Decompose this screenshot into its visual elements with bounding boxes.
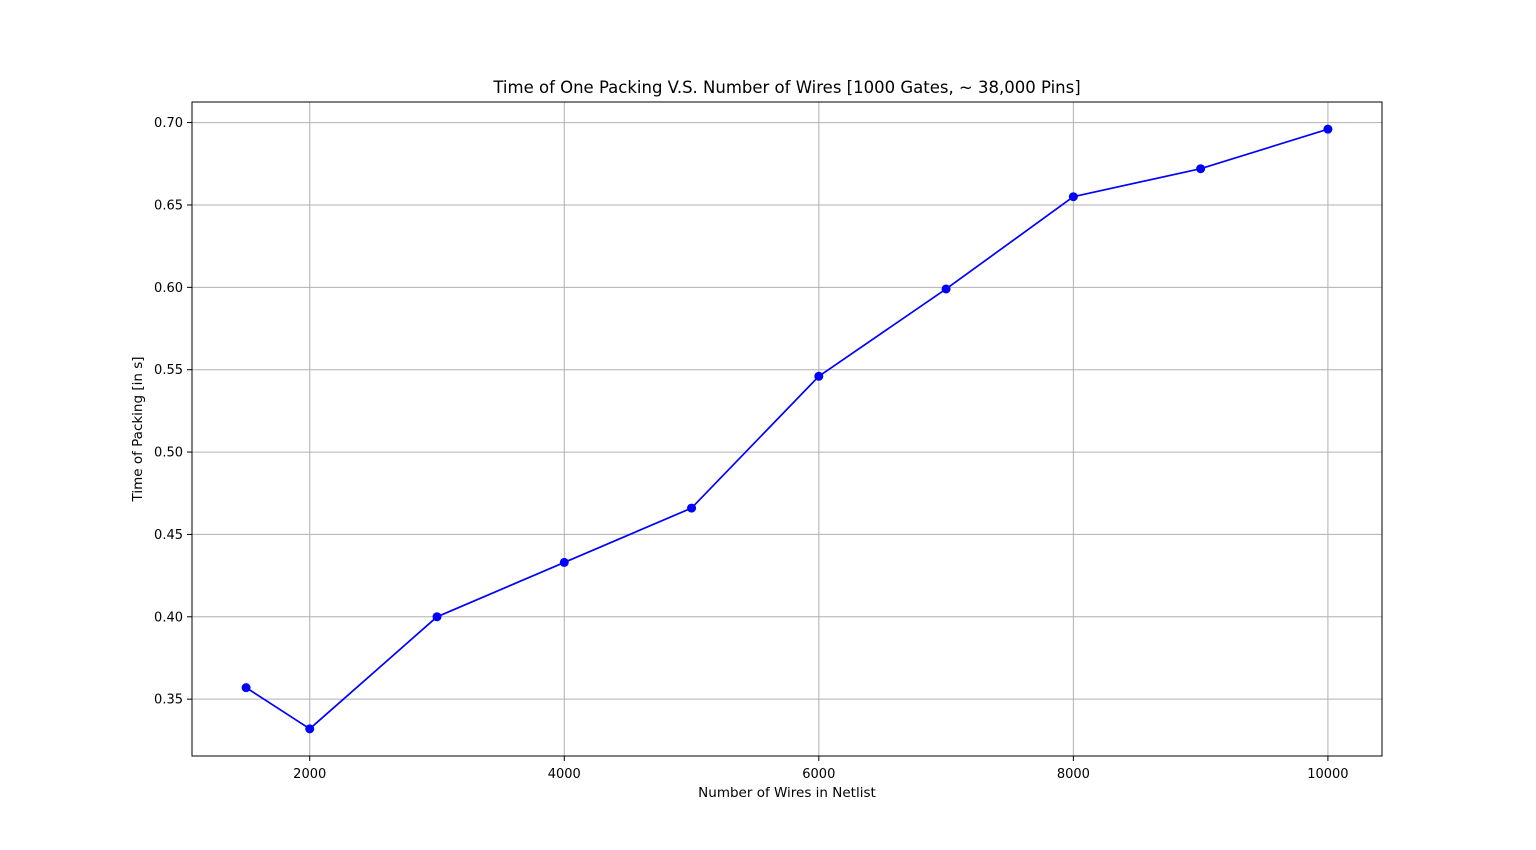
y-tick-label: 0.50	[154, 446, 183, 461]
data-point	[687, 503, 697, 513]
grid-lines	[192, 102, 1382, 756]
data-point	[432, 612, 442, 622]
x-tick-label: 4000	[548, 767, 581, 782]
data-point	[1323, 124, 1333, 134]
series-line	[245, 128, 1329, 730]
y-tick-label: 0.60	[154, 281, 183, 296]
x-tick-label: 8000	[1057, 767, 1090, 782]
x-tick-label: 6000	[802, 767, 835, 782]
series-layer	[241, 124, 1333, 734]
data-point	[559, 557, 569, 567]
y-tick-label: 0.45	[154, 528, 183, 543]
y-tick-label: 0.70	[154, 116, 183, 131]
data-point	[305, 724, 315, 734]
data-point	[1068, 192, 1078, 202]
data-point	[241, 683, 251, 693]
x-axis-label: Number of Wires in Netlist	[698, 785, 876, 801]
y-tick-label: 0.40	[154, 610, 183, 625]
y-axis-label: Time of Packing [in s]	[130, 356, 146, 502]
y-tick-label: 0.55	[154, 363, 183, 378]
chart-title: Time of One Packing V.S. Number of Wires…	[492, 78, 1080, 97]
data-point	[941, 284, 951, 294]
data-point	[1196, 164, 1206, 174]
ticks: 2000 4000 6000 8000 10000 0.35 0.40 0.45 0.50 0.5…	[154, 116, 1349, 782]
plot-frame	[191, 101, 1383, 757]
x-tick-label: 2000	[293, 767, 326, 782]
y-tick-label: 0.35	[154, 693, 183, 708]
y-tick-label: 0.65	[154, 198, 183, 213]
data-point	[814, 371, 824, 381]
x-tick-label: 10000	[1307, 767, 1348, 782]
